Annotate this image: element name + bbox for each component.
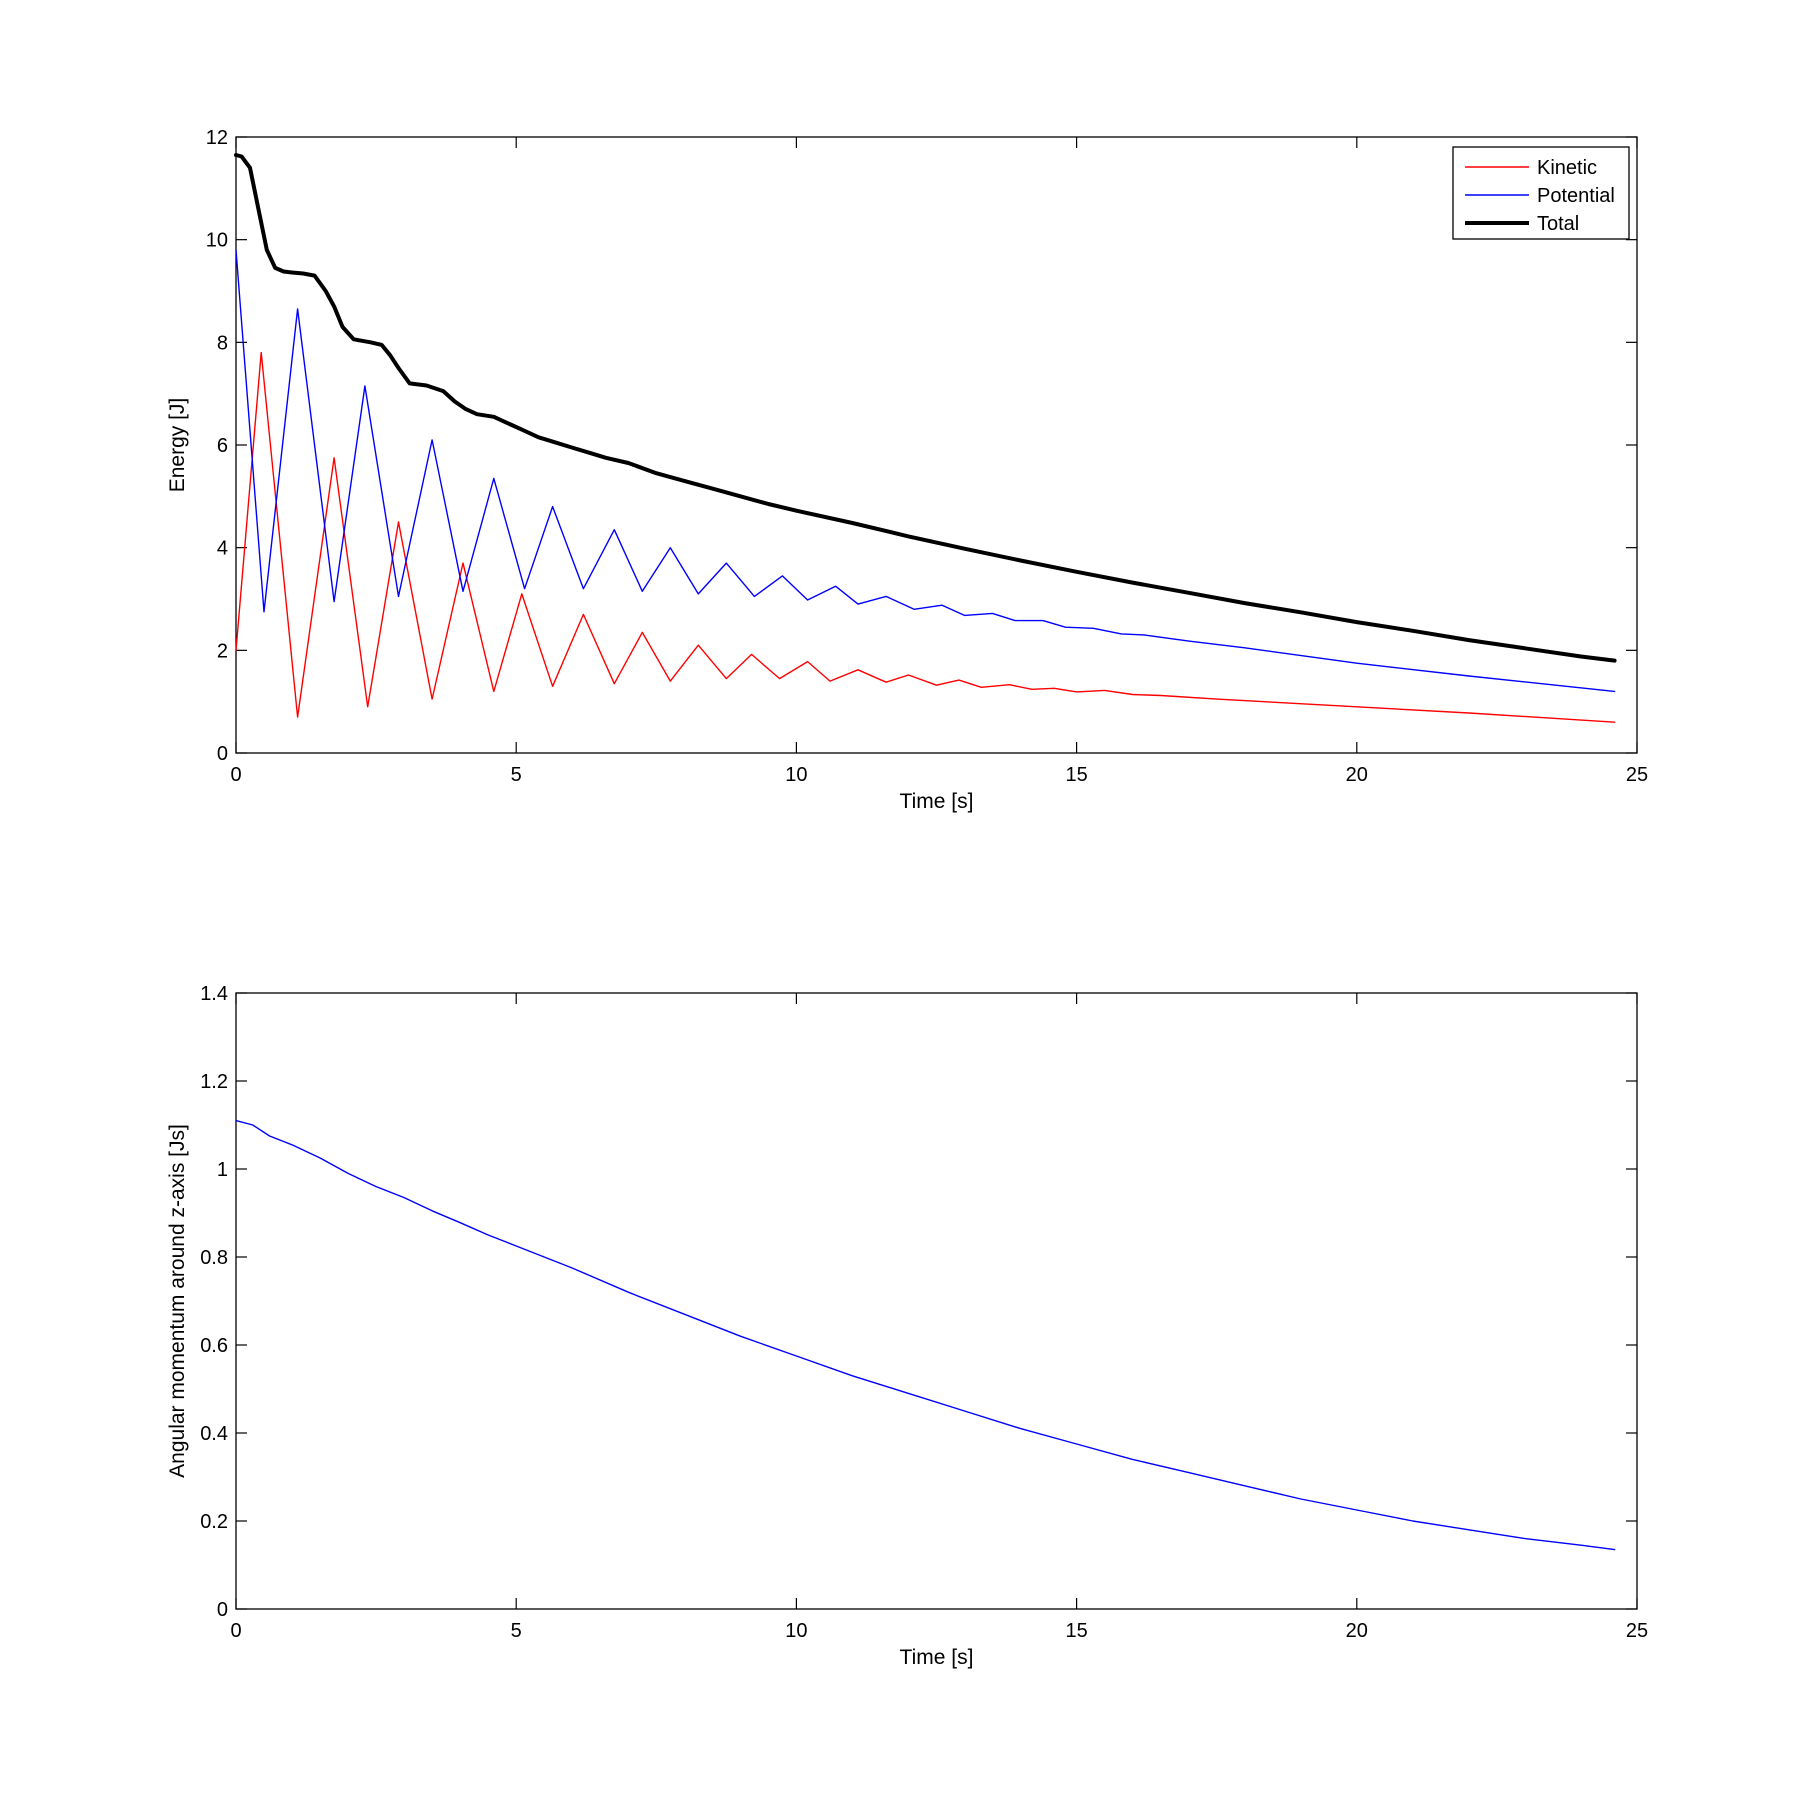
y-tick-label: 0.8 bbox=[200, 1247, 228, 1269]
y-tick-label: 10 bbox=[206, 230, 228, 252]
y-tick-label: 6 bbox=[217, 435, 228, 457]
x-tick-label: 25 bbox=[1626, 1620, 1648, 1642]
angular-momentum-series-line bbox=[235, 1119, 1616, 1551]
momentum-chart: 0 5 10 15 20 25 0 0.2 0.4 0.6 0.8 1 1.2 1.4 Time [s] An… bbox=[166, 983, 1648, 1669]
y-tick-label: 0.2 bbox=[200, 1511, 228, 1533]
x-tick-label: 20 bbox=[1346, 1620, 1368, 1642]
kinetic-series-line bbox=[235, 351, 1616, 723]
x-tick-label: 10 bbox=[785, 764, 807, 786]
y-axis-label: Angular momentum around z-axis [Js] bbox=[166, 1124, 189, 1478]
x-tick-label: 10 bbox=[785, 1620, 807, 1642]
y-tick-label: 0.6 bbox=[200, 1335, 228, 1357]
y-tick-label: 4 bbox=[217, 538, 228, 560]
x-axis-label: Time [s] bbox=[900, 1646, 974, 1669]
legend: Kinetic Potential Total bbox=[1452, 146, 1630, 240]
x-tick-label: 20 bbox=[1346, 764, 1368, 786]
y-tick-label: 2 bbox=[217, 640, 228, 662]
y-tick-label: 12 bbox=[206, 127, 228, 149]
x-tick-label: 15 bbox=[1065, 1620, 1087, 1642]
y-tick-label: 1.4 bbox=[200, 983, 228, 1005]
y-tick-label: 0 bbox=[217, 1599, 228, 1621]
energy-chart: 0 5 10 15 20 25 0 2 4 6 8 10 12 Time [s] Energy [J] Kin… bbox=[166, 127, 1648, 813]
y-tick-label: 0 bbox=[217, 743, 228, 765]
x-tick-label: 25 bbox=[1626, 764, 1648, 786]
y-tick-label: 1 bbox=[217, 1159, 228, 1181]
x-tick-label: 5 bbox=[511, 1620, 522, 1642]
y-axis-label: Energy [J] bbox=[166, 398, 189, 493]
momentum-plot-frame bbox=[235, 992, 1638, 1610]
potential-series-line bbox=[235, 249, 1616, 693]
x-tick-label: 0 bbox=[230, 764, 241, 786]
y-tick-label: 1.2 bbox=[200, 1071, 228, 1093]
legend-label-kinetic: Kinetic bbox=[1537, 157, 1597, 179]
y-tick-label: 0.4 bbox=[200, 1423, 228, 1445]
legend-label-total: Total bbox=[1537, 213, 1579, 235]
total-series-line bbox=[234, 153, 1617, 663]
y-tick-label: 8 bbox=[217, 332, 228, 354]
x-tick-label: 5 bbox=[511, 764, 522, 786]
legend-label-potential: Potential bbox=[1537, 185, 1615, 207]
energy-plot-frame bbox=[235, 136, 1638, 754]
x-axis-label: Time [s] bbox=[900, 790, 974, 813]
x-tick-label: 15 bbox=[1065, 764, 1087, 786]
x-tick-label: 0 bbox=[230, 1620, 241, 1642]
